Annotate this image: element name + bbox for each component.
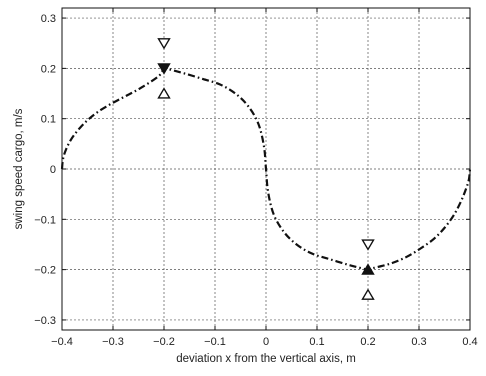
x-tick-label: −0.2 — [153, 336, 175, 348]
marker-triangle-down-open — [157, 38, 171, 50]
x-axis-ticks: −0.4 −0.3 −0.2 −0.1 0 0.1 0.2 0.3 0.4 — [51, 8, 478, 348]
x-axis-label: deviation x from the vertical axis, m — [176, 353, 356, 365]
y-tick-label: −0.1 — [34, 214, 56, 226]
x-tick-label: 0.1 — [309, 336, 324, 348]
x-tick-label: 0.2 — [360, 336, 375, 348]
y-tick-label: 0.2 — [41, 63, 56, 75]
marker-triangle-up-open — [361, 288, 375, 300]
y-axis-ticks: −0.3 −0.2 −0.1 0 0.1 0.2 0.3 — [34, 13, 470, 327]
y-tick-label: 0.3 — [41, 13, 56, 25]
marker-triangle-down-open — [361, 239, 375, 251]
x-tick-label: 0.3 — [411, 336, 426, 348]
x-tick-label: −0.1 — [204, 336, 226, 348]
x-tick-label: −0.3 — [102, 336, 124, 348]
series-line — [60, 66, 472, 271]
x-tick-label: −0.4 — [51, 336, 73, 348]
y-tick-label: −0.2 — [34, 265, 56, 277]
x-tick-label: 0.4 — [462, 336, 477, 348]
x-tick-label: 0 — [263, 336, 269, 348]
marker-triangle-up-filled — [361, 263, 375, 275]
marker-triangle-down-filled — [157, 63, 171, 75]
y-tick-label: 0 — [50, 164, 56, 176]
y-tick-label: −0.3 — [34, 315, 56, 327]
marker-triangle-up-open — [157, 87, 171, 99]
markers-layer — [157, 38, 375, 300]
y-tick-label: 0.1 — [41, 114, 56, 126]
y-axis-label: swing speed cargo, m/s — [13, 108, 25, 229]
series-layer — [60, 66, 472, 271]
